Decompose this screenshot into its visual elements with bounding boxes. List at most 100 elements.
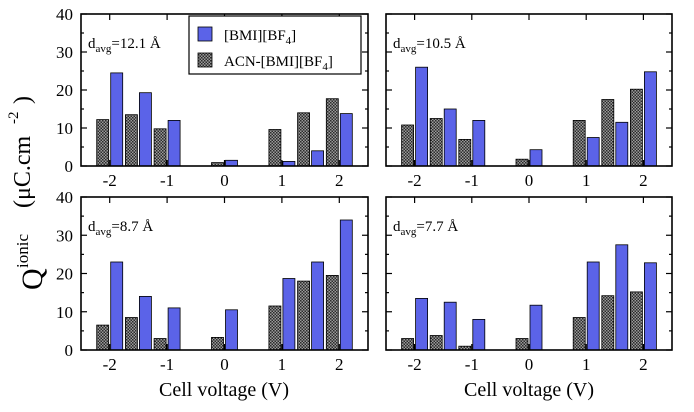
- bar-gray-top-left-0: [96, 119, 110, 167]
- y-tick-label-top-left-4: 40: [56, 5, 73, 24]
- x-tick-label-top-left-1: -1: [160, 171, 174, 190]
- panel-bottom-left: 0 10 20 30 40 -2 -1 0 1 2 davg=8.7 Å: [56, 188, 369, 374]
- x-tick-label-bottom-left-3: 1: [278, 355, 287, 374]
- bar-gray-bottom-left-1: [125, 317, 138, 351]
- x-tick-label-top-right-4: 2: [639, 171, 648, 190]
- panel-annotation-top-left: davg=12.1 Å: [88, 36, 161, 55]
- y-axis-label-superscript: ionic: [13, 234, 32, 268]
- y-tick-label-top-left-2: 20: [56, 81, 73, 100]
- x-tick-label-top-right-1: -1: [465, 171, 479, 190]
- bar-gray-top-left-2: [153, 128, 167, 167]
- svg-text:): ): [10, 96, 36, 104]
- x-axis-label-left: Cell voltage (V): [159, 379, 289, 401]
- x-tick-label-top-left-2: 0: [220, 171, 229, 190]
- legend-swatch-gray: [197, 52, 213, 68]
- bar-blue-bottom-right-2: [472, 318, 486, 351]
- x-tick-label-bottom-left-4: 2: [335, 355, 344, 374]
- bar-blue-bottom-left-3: [225, 309, 238, 351]
- bar-blue-top-right-6: [644, 71, 657, 167]
- bar-gray-bottom-right-4: [572, 317, 586, 351]
- bar-blue-top-right-2: [472, 120, 486, 167]
- bar-gray-bottom-left-0: [96, 324, 110, 351]
- bar-blue-bottom-right-0: [415, 297, 429, 351]
- bar-blue-top-left-3: [225, 159, 238, 167]
- bar-gray-top-right-5: [601, 99, 615, 167]
- x-tick-label-top-right-3: 1: [582, 171, 591, 190]
- x-tick-label-bottom-left-0: -2: [103, 355, 117, 374]
- legend-swatch-blue: [197, 26, 213, 42]
- bar-gray-top-right-3: [515, 158, 529, 167]
- bar-blue-top-left-5: [311, 150, 325, 167]
- bar-gray-top-left-6: [325, 98, 339, 167]
- legend-label-gray: ACN-[BMI][BF4]: [224, 54, 333, 73]
- panel-top-left: 0 10 20 30 40 -2 -1 0 1 2 davg=12.1 Å: [56, 5, 369, 190]
- x-tick-label-bottom-right-4: 2: [639, 355, 648, 374]
- y-tick-label-bottom-left-1: 10: [56, 303, 73, 322]
- svg-text:Q: Q: [16, 268, 49, 290]
- x-tick-label-top-right-0: -2: [408, 171, 422, 190]
- x-tick-label-top-left-3: 1: [278, 171, 287, 190]
- y-tick-label-top-left-3: 30: [56, 43, 73, 62]
- x-tick-label-top-left-4: 2: [335, 171, 344, 190]
- y-axis-label-unit: (μC.cm: [10, 135, 36, 208]
- bar-gray-top-left-1: [125, 114, 138, 167]
- svg-text:ionic: ionic: [13, 234, 32, 268]
- bar-gray-bottom-right-1: [429, 335, 443, 351]
- bar-gray-bottom-left-5: [297, 280, 311, 351]
- y-tick-label-top-left-0: 0: [65, 157, 74, 176]
- svg-text:(μC.cm: (μC.cm: [10, 135, 36, 208]
- bar-blue-bottom-left-1: [138, 295, 152, 351]
- bar-blue-bottom-left-2: [167, 307, 181, 351]
- bar-gray-top-right-4: [572, 120, 586, 167]
- bar-gray-top-left-4: [268, 129, 282, 167]
- bar-blue-top-right-3: [529, 149, 543, 167]
- bar-blue-top-left-1: [138, 92, 152, 167]
- legend: [BMI][BF4] ACN-[BMI][BF4]: [188, 15, 362, 75]
- bar-blue-bottom-left-4: [282, 278, 296, 351]
- y-tick-label-top-left-1: 10: [56, 119, 73, 138]
- bar-blue-top-left-2: [167, 120, 181, 167]
- svg-text:-2: -2: [6, 112, 22, 125]
- bar-gray-bottom-left-2: [153, 338, 167, 351]
- y-axis-label-unit-superscript: -2: [6, 112, 22, 125]
- bar-blue-top-right-4: [586, 137, 600, 167]
- legend-box: [188, 15, 362, 75]
- y-tick-label-bottom-left-4: 40: [56, 188, 73, 207]
- bar-blue-bottom-left-6: [339, 219, 353, 351]
- x-tick-label-bottom-left-1: -1: [160, 355, 174, 374]
- y-axis-label-unit-close: ): [10, 96, 36, 104]
- x-tick-label-top-right-2: 0: [525, 171, 534, 190]
- bar-blue-top-left-0: [110, 72, 124, 167]
- bar-blue-bottom-left-5: [311, 261, 325, 351]
- bar-blue-bottom-right-4: [586, 261, 600, 351]
- bar-gray-top-right-1: [429, 118, 443, 167]
- x-tick-label-bottom-right-3: 1: [582, 355, 591, 374]
- panel-annotation-bottom-left: davg=8.7 Å: [88, 219, 153, 238]
- bar-gray-bottom-right-3: [515, 338, 529, 351]
- y-tick-label-bottom-left-3: 30: [56, 226, 73, 245]
- bar-blue-top-right-5: [615, 121, 629, 167]
- panel-annotation-bottom-right: davg=7.7 Å: [393, 219, 458, 238]
- x-tick-label-bottom-left-2: 0: [220, 355, 229, 374]
- bar-blue-top-right-1: [443, 108, 457, 167]
- x-tick-label-bottom-right-0: -2: [408, 355, 422, 374]
- bar-blue-bottom-right-3: [529, 304, 543, 351]
- bar-blue-bottom-right-6: [644, 262, 657, 351]
- bar-gray-bottom-left-3: [211, 336, 224, 351]
- bar-blue-top-right-0: [415, 66, 429, 167]
- panel-bottom-right: -2 -1 0 1 2 davg=7.7 Å: [385, 196, 673, 374]
- bar-gray-top-right-2: [458, 138, 472, 167]
- x-tick-label-bottom-right-1: -1: [465, 355, 479, 374]
- bar-gray-top-right-0: [401, 124, 415, 167]
- y-tick-label-bottom-left-0: 0: [65, 341, 74, 360]
- x-tick-label-top-left-0: -2: [103, 171, 117, 190]
- panel-top-right: -2 -1 0 1 2 davg=10.5 Å: [385, 13, 673, 190]
- bar-gray-bottom-right-6: [630, 291, 643, 351]
- bar-gray-bottom-left-4: [268, 305, 282, 351]
- y-axis-label: Q ionic (μC.cm -2 ): [6, 96, 49, 290]
- bar-gray-bottom-left-6: [325, 274, 339, 351]
- bar-gray-top-right-6: [630, 88, 643, 167]
